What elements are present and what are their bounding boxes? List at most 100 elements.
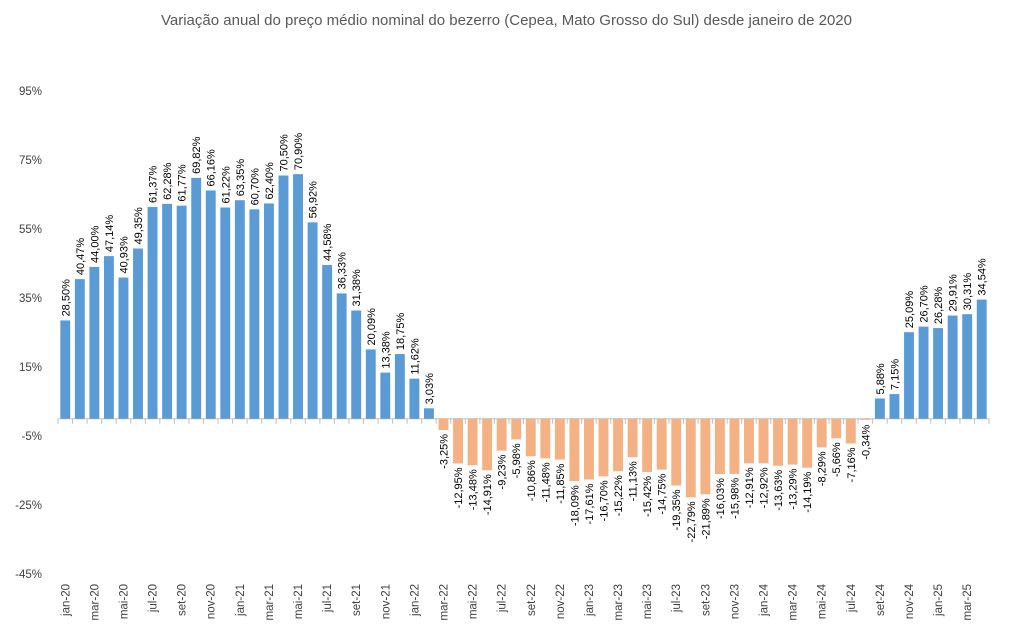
bar <box>714 418 725 475</box>
bar <box>205 190 216 419</box>
x-tick-label: jan-25 <box>933 584 945 617</box>
x-tick-label: nov-21 <box>380 584 392 619</box>
data-label: -10,86% <box>526 460 538 501</box>
data-label: 70,50% <box>278 134 290 172</box>
data-label: 44,00% <box>89 225 101 263</box>
data-label: -15,98% <box>729 478 741 519</box>
data-label: -15,22% <box>613 475 625 516</box>
data-label: 47,14% <box>104 215 116 253</box>
bar <box>307 222 318 419</box>
data-label: -15,42% <box>642 476 654 517</box>
bar <box>627 418 638 458</box>
y-tick-label: 55% <box>19 224 42 236</box>
data-label: -11,13% <box>628 461 640 501</box>
data-label: 70,90% <box>293 133 305 171</box>
x-tick-label: jul-20 <box>148 584 160 613</box>
bar <box>220 207 231 419</box>
data-label: -17,61% <box>584 483 596 524</box>
data-label: -22,79% <box>686 501 698 542</box>
bar <box>758 418 769 464</box>
data-label: 28,50% <box>60 279 72 317</box>
bar <box>598 418 609 477</box>
data-label: 61,77% <box>177 164 189 202</box>
x-tick-label: set-20 <box>177 584 189 616</box>
bar <box>482 418 493 471</box>
y-axis: 95% 75% 55% 35% 15% -5% -25% -45% <box>15 86 42 581</box>
data-label: 36,33% <box>337 252 349 290</box>
bar <box>816 418 827 448</box>
data-label: -13,29% <box>788 468 800 509</box>
x-tick-label: mai-20 <box>118 584 130 619</box>
data-label: 7,15% <box>889 359 901 390</box>
bar <box>947 315 958 419</box>
data-label: 60,70% <box>249 168 261 206</box>
bar <box>191 177 202 419</box>
x-tick-label: mai-23 <box>642 584 654 619</box>
data-label: -12,92% <box>759 467 771 508</box>
x-tick-label: mar-22 <box>438 584 450 620</box>
data-label: -9,23% <box>497 454 509 489</box>
bar <box>133 248 143 419</box>
x-tick-label: nov-20 <box>206 584 218 619</box>
bar <box>103 256 114 419</box>
data-labels-group: 28,50%40,47% 44,00% 47,14%40,93%49,35%61,3… <box>60 133 988 543</box>
data-label: 13,38% <box>380 331 392 369</box>
bar <box>613 418 624 472</box>
y-tick-label: -5% <box>22 431 42 443</box>
x-tick-label: jul-22 <box>497 584 509 613</box>
bar <box>147 207 158 419</box>
x-tick-label: jan-23 <box>584 584 596 617</box>
data-label: -21,89% <box>700 498 712 539</box>
bar <box>249 209 260 419</box>
data-label: -19,35% <box>671 489 683 530</box>
y-tick-label: -45% <box>15 569 42 581</box>
bar <box>322 264 333 419</box>
data-label: 18,75% <box>395 313 407 351</box>
data-label: 69,82% <box>191 136 203 174</box>
x-tick-label: nov-22 <box>555 584 567 619</box>
bar <box>685 418 696 498</box>
x-tick-label: jan-24 <box>759 583 771 617</box>
bar <box>540 418 551 459</box>
bar <box>656 418 667 470</box>
bar <box>584 418 594 480</box>
bar <box>773 418 784 466</box>
bar <box>962 314 973 419</box>
bar <box>496 418 507 451</box>
bar <box>423 408 434 419</box>
data-label: -11,85% <box>555 463 567 503</box>
bar <box>874 398 885 419</box>
data-label: 62,28% <box>162 162 174 200</box>
data-label: 62,40% <box>264 162 276 200</box>
data-label: 11,62% <box>409 338 421 375</box>
x-tick-label: set-21 <box>351 584 363 616</box>
data-label: 61,37% <box>148 165 160 203</box>
x-tick-label: mai-24 <box>817 583 829 619</box>
bar <box>976 299 987 419</box>
data-label: -14,75% <box>657 473 669 514</box>
data-label: 29,91% <box>948 274 960 312</box>
data-label: -11,48% <box>540 462 552 502</box>
x-tick-label: set-24 <box>875 583 887 616</box>
data-label: 5,88% <box>875 363 887 394</box>
data-label: 40,93% <box>118 236 130 274</box>
data-label: 66,16% <box>206 149 218 187</box>
data-label: 61,22% <box>220 166 232 204</box>
y-tick-label: 95% <box>19 86 42 98</box>
bars-group <box>60 174 987 498</box>
bar <box>351 310 362 419</box>
data-label: 3,03% <box>424 373 436 404</box>
x-tick-label: nov-24 <box>904 583 916 619</box>
x-tick-label: jan-21 <box>235 584 247 617</box>
bar <box>744 418 754 464</box>
bar <box>889 394 900 419</box>
chart-title: Variação anual do preço médio nominal do… <box>161 12 852 29</box>
bar <box>729 418 740 474</box>
bar <box>860 418 871 420</box>
data-label: 25,09% <box>904 291 916 329</box>
bar <box>118 277 129 419</box>
data-label: 40,47% <box>75 238 87 276</box>
data-label: 20,09% <box>366 308 378 346</box>
bar <box>409 378 420 419</box>
x-tick-label: mar-23 <box>613 584 625 620</box>
